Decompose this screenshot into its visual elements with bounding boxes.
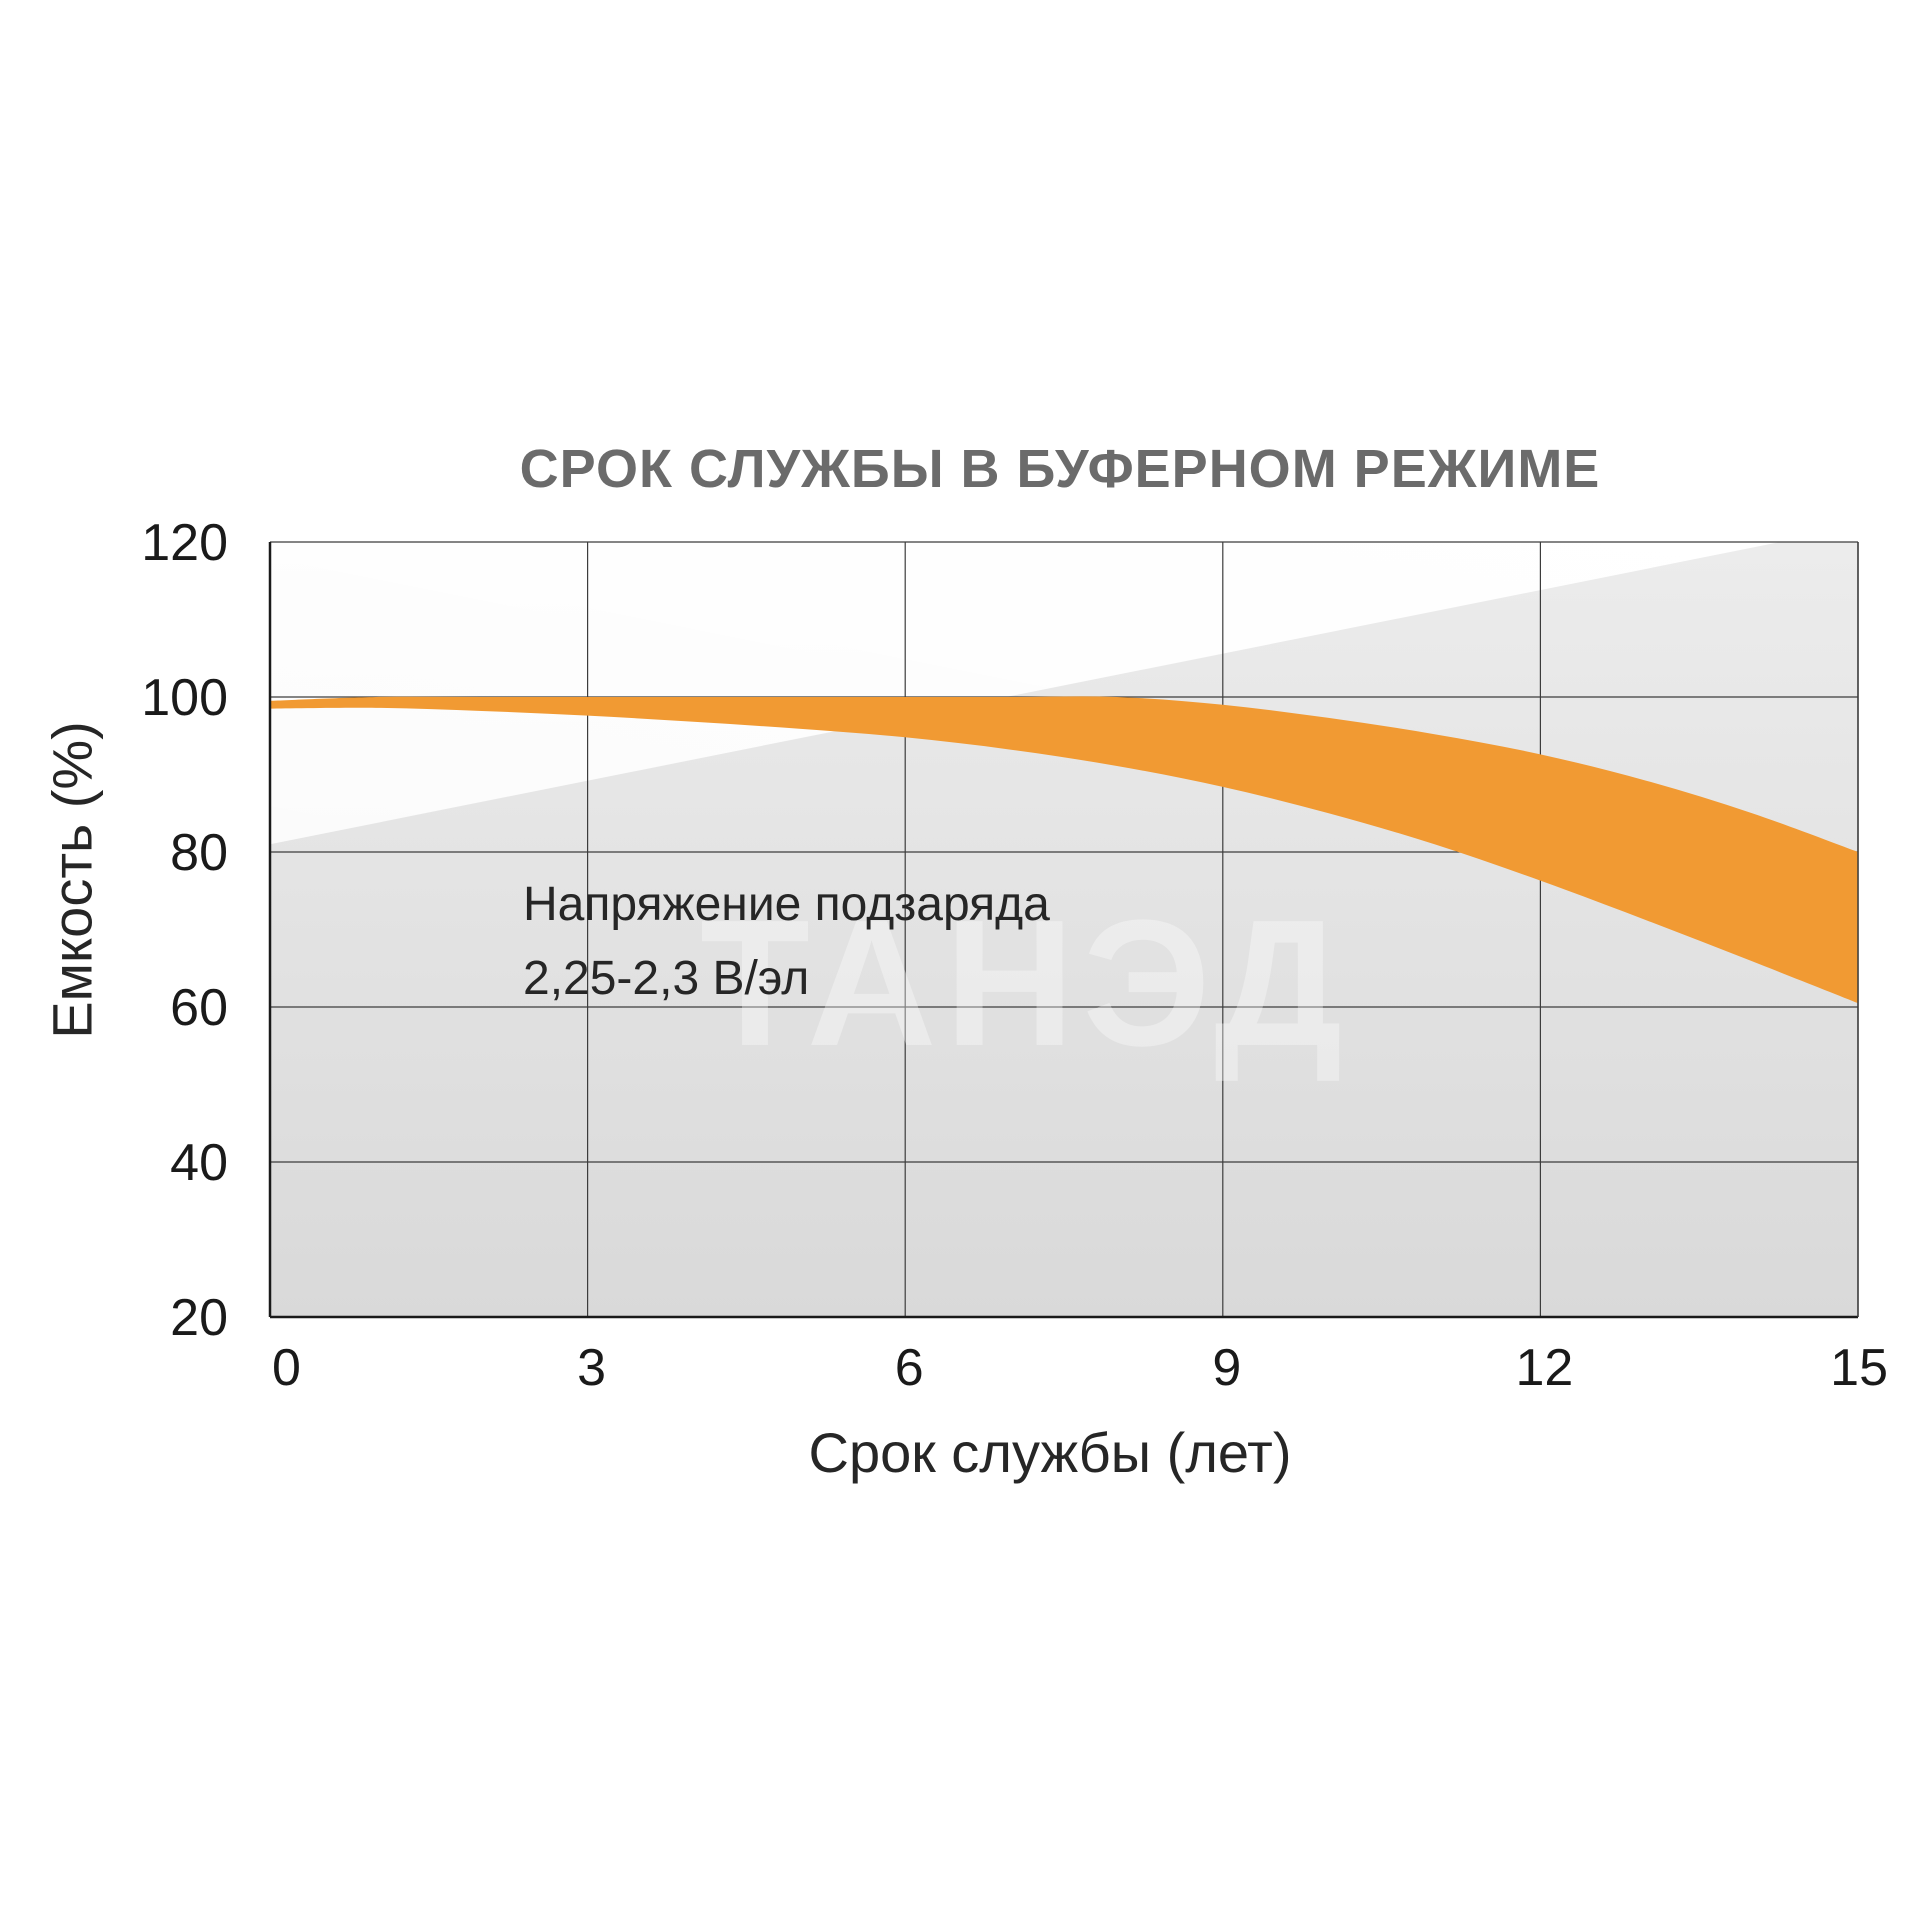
y-axis-label: Емкость (%) — [40, 721, 104, 1039]
chart-title: СРОК СЛУЖБЫ В БУФЕРНОМ РЕЖИМЕ — [519, 439, 1601, 499]
x-tick-label: 9 — [1212, 1339, 1241, 1397]
y-tick-label: 20 — [170, 1289, 228, 1347]
x-axis-label: Срок службы (лет) — [808, 1421, 1292, 1484]
y-tick-label: 40 — [170, 1134, 228, 1192]
plot-highlight — [270, 526, 1858, 845]
x-tick-label: 3 — [577, 1339, 606, 1397]
x-tick-label: 0 — [272, 1339, 301, 1397]
y-tick-label: 60 — [170, 979, 228, 1037]
capacity-band — [270, 696, 1858, 1004]
y-tick-label: 100 — [141, 669, 228, 727]
x-tick-label: 12 — [1515, 1339, 1573, 1397]
annotation-line-2: 2,25-2,3 В/эл — [523, 952, 810, 1005]
annotation-line-1: Напряжение подзаряда — [523, 878, 1050, 931]
annotation: Напряжение подзаряда 2,25-2,3 В/эл — [523, 868, 1050, 1016]
y-tick-label: 120 — [141, 514, 228, 572]
x-tick-label: 6 — [895, 1339, 924, 1397]
x-tick-label: 15 — [1830, 1339, 1888, 1397]
y-tick-label: 80 — [170, 824, 228, 882]
